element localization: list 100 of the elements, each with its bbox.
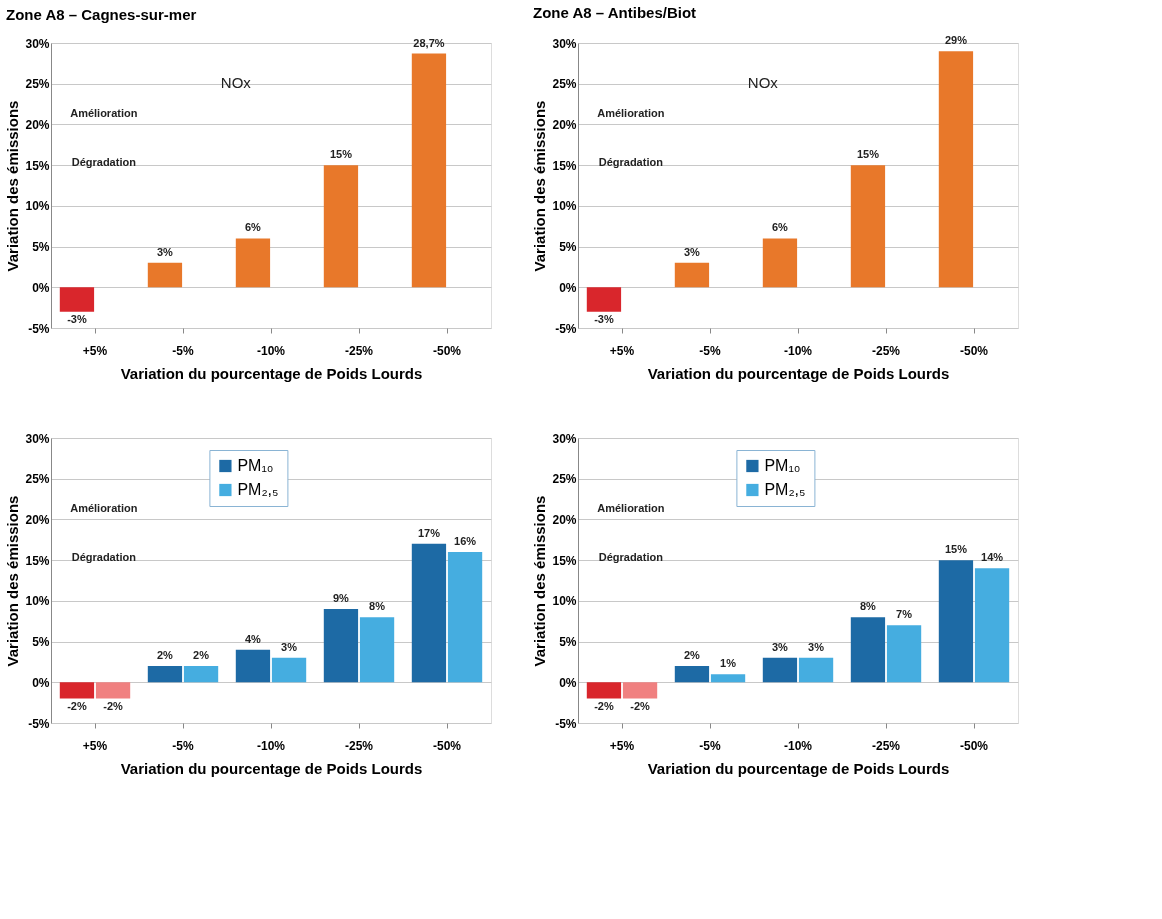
data-label: 2% <box>684 649 701 661</box>
bar <box>586 682 622 699</box>
data-label: 8% <box>369 600 386 613</box>
y-tick-label: 15% <box>25 158 50 173</box>
data-label: 3% <box>157 245 174 258</box>
bar <box>850 165 886 288</box>
y-tick-label: 30% <box>552 431 577 446</box>
x-tick-label: -25% <box>871 343 901 358</box>
x-tick-label: -25% <box>344 343 374 358</box>
y-tick-label: 25% <box>552 472 577 487</box>
y-axis-title: Variation des émissions <box>531 495 549 667</box>
data-label: 15% <box>329 148 353 161</box>
y-axis-title: Variation des émissions <box>4 100 22 272</box>
x-tick-label: -50% <box>959 738 989 753</box>
data-label: 6% <box>772 221 789 234</box>
bar <box>183 666 219 683</box>
data-label: 16% <box>454 535 477 547</box>
y-tick-label: 15% <box>25 553 50 568</box>
data-label: 3% <box>772 640 789 653</box>
x-tick-label: +5% <box>609 738 635 753</box>
data-label: 7% <box>896 608 913 621</box>
annotation: Dégradation <box>71 550 137 563</box>
bar <box>411 53 447 288</box>
bar <box>447 552 483 683</box>
y-tick-label: 5% <box>559 635 577 650</box>
annotation: Amélioration <box>70 502 138 515</box>
bar <box>235 649 271 683</box>
data-label: 6% <box>245 221 262 234</box>
bar <box>59 287 95 312</box>
legend-label: PM₁₀ <box>764 457 801 474</box>
x-tick-label: -5% <box>699 343 721 358</box>
bar <box>147 666 183 683</box>
bar <box>359 617 395 683</box>
data-label: 2% <box>193 649 210 661</box>
bar <box>323 165 359 288</box>
annotation: Dégradation <box>71 155 137 168</box>
x-tick-label: -5% <box>172 343 194 358</box>
data-label: 3% <box>281 640 298 653</box>
data-label: -2% <box>67 699 87 712</box>
y-tick-label: 15% <box>552 158 577 173</box>
y-tick-label: 30% <box>25 431 50 446</box>
data-label: -3% <box>67 312 87 325</box>
y-tick-label: 0% <box>32 280 50 295</box>
bar <box>586 287 622 312</box>
x-tick-label: -25% <box>344 738 374 753</box>
y-tick-label: -5% <box>28 321 50 336</box>
y-tick-label: 0% <box>32 675 50 690</box>
data-label: -2% <box>594 699 614 712</box>
x-axis-title: Variation du pourcentage de Poids Lourds <box>120 759 423 777</box>
y-tick-label: 10% <box>25 199 50 214</box>
bar <box>674 666 710 683</box>
annotation: Dégradation <box>598 155 664 168</box>
data-label: 29% <box>944 34 968 47</box>
x-tick-label: -50% <box>432 343 462 358</box>
y-tick-label: 20% <box>552 512 577 527</box>
data-label: 15% <box>944 543 968 556</box>
data-label: 28,7% <box>413 36 445 49</box>
y-tick-label: 20% <box>25 117 50 132</box>
data-label: 17% <box>417 526 441 539</box>
data-label: 3% <box>808 640 825 653</box>
y-tick-label: 0% <box>559 675 577 690</box>
y-tick-label: 15% <box>552 553 577 568</box>
y-tick-label: 0% <box>559 280 577 295</box>
y-tick-label: 25% <box>25 472 50 487</box>
data-label: 4% <box>245 632 262 645</box>
bar <box>411 543 447 683</box>
y-tick-label: -5% <box>555 321 577 336</box>
annotation: Amélioration <box>597 107 665 120</box>
x-tick-label: -10% <box>256 343 286 358</box>
bar <box>762 657 798 683</box>
data-label: -2% <box>630 699 651 712</box>
x-tick-label: -10% <box>783 343 813 358</box>
x-axis-title: Variation du pourcentage de Poids Lourds <box>647 364 950 382</box>
legend-label: PM₁₀ <box>237 457 274 474</box>
bar <box>938 51 974 288</box>
y-tick-label: 20% <box>25 512 50 527</box>
data-label: 9% <box>333 592 350 604</box>
bar <box>95 682 131 699</box>
data-label: 2% <box>157 649 174 661</box>
annotation: Amélioration <box>70 107 138 120</box>
y-tick-label: -5% <box>28 716 50 731</box>
annotation: NOx <box>220 73 252 91</box>
y-tick-label: 5% <box>559 240 577 255</box>
annotation: NOx <box>747 73 779 91</box>
bar <box>59 682 95 699</box>
x-tick-label: -50% <box>959 343 989 358</box>
y-tick-label: 25% <box>25 77 50 92</box>
bar <box>974 568 1010 683</box>
annotation: Amélioration <box>597 502 665 515</box>
x-tick-label: -50% <box>432 738 462 753</box>
y-tick-label: 5% <box>32 635 50 650</box>
x-tick-label: -10% <box>783 738 813 753</box>
bar <box>147 262 183 288</box>
bar <box>886 625 922 683</box>
x-tick-label: -25% <box>871 738 901 753</box>
data-label: 1% <box>720 657 737 670</box>
x-tick-label: -10% <box>256 738 286 753</box>
chart-title: Zone A8 – Antibes/Biot <box>532 4 697 22</box>
x-tick-label: +5% <box>609 343 635 358</box>
bar <box>271 657 307 683</box>
